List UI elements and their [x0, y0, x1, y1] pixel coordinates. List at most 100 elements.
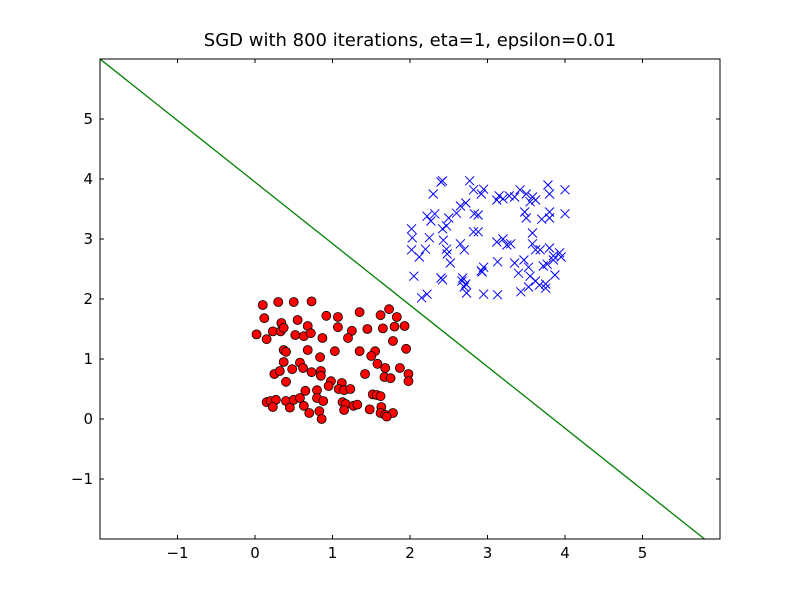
data-point-x	[455, 238, 466, 249]
data-point-circle	[333, 322, 343, 333]
data-point-x	[443, 213, 454, 223]
y-tick-label: −1	[71, 470, 93, 488]
data-point-x	[515, 286, 526, 297]
data-point-circle	[273, 297, 284, 307]
data-point-circle	[288, 297, 299, 307]
data-point-x	[459, 244, 470, 255]
data-point-circle	[321, 310, 332, 321]
data-point-x	[515, 184, 525, 195]
data-point-x	[530, 195, 541, 205]
data-point-circle	[403, 376, 414, 387]
data-point-circle	[354, 346, 365, 357]
data-point-circle	[306, 367, 317, 378]
data-point-circle	[306, 296, 317, 307]
y-tick-label: 4	[83, 170, 93, 188]
data-point-circle	[300, 385, 311, 396]
plot-content	[100, 59, 705, 539]
y-tick-label: 1	[83, 350, 93, 368]
x-tick-label: 2	[405, 544, 415, 562]
data-point-x	[502, 240, 512, 250]
data-point-x	[441, 244, 452, 255]
data-point-circle	[295, 393, 305, 403]
data-point-x	[544, 213, 555, 223]
data-point-circle	[316, 414, 327, 424]
data-point-x	[437, 223, 448, 234]
data-point-x	[498, 234, 508, 244]
data-point-circle	[362, 324, 373, 334]
data-point-x	[407, 232, 418, 243]
data-point-circle	[389, 321, 400, 332]
data-point-circle	[375, 391, 386, 402]
axis-ticks: −1 0 1 2 3 4 5 −1 0 1 2 3 4 5	[71, 59, 720, 562]
data-point-circle	[323, 381, 334, 391]
data-point-x	[422, 289, 432, 300]
data-point-x	[455, 201, 466, 211]
data-point-x	[513, 268, 524, 279]
chart-title: SGD with 800 iterations, eta=1, epsilon=…	[204, 30, 616, 51]
data-point-circle	[385, 373, 396, 384]
data-point-x	[505, 238, 516, 249]
data-point-circle	[257, 300, 268, 310]
data-point-x	[416, 292, 427, 303]
y-tick-label: 3	[83, 230, 93, 248]
data-point-x	[478, 262, 489, 273]
data-point-circle	[278, 322, 289, 333]
data-point-circle	[261, 334, 272, 345]
y-tick-label: 5	[83, 110, 93, 128]
data-point-x	[469, 208, 480, 219]
x-tick-label: 5	[638, 544, 648, 562]
data-point-x	[473, 210, 484, 220]
data-point-x	[424, 232, 435, 243]
data-point-x	[527, 238, 538, 249]
data-point-x	[457, 276, 467, 286]
plot-frame	[99, 58, 721, 540]
data-point-circle	[298, 363, 308, 373]
data-point-circle	[251, 329, 262, 340]
data-point-x	[420, 244, 431, 255]
data-point-circle	[377, 323, 388, 334]
data-point-circle	[333, 312, 343, 322]
data-point-circle	[366, 351, 377, 361]
data-point-x	[468, 226, 479, 237]
data-point-circle	[391, 312, 402, 322]
data-point-x	[445, 258, 456, 268]
data-point-x	[464, 175, 475, 186]
data-point-x	[441, 220, 452, 231]
data-point-x	[527, 228, 538, 238]
x-marker-series	[406, 175, 570, 303]
data-point-circle	[315, 370, 326, 381]
data-point-x	[460, 279, 471, 289]
data-point-x	[478, 289, 489, 300]
data-point-x	[556, 252, 566, 262]
data-point-x	[461, 288, 472, 298]
x-tick-label: 1	[328, 544, 338, 562]
data-point-x	[535, 244, 546, 255]
data-point-circle	[380, 363, 391, 373]
data-point-circle	[290, 330, 301, 340]
data-point-x	[457, 273, 468, 283]
data-point-circle	[388, 336, 398, 346]
data-point-x	[540, 279, 551, 289]
data-point-x	[498, 193, 508, 204]
data-point-circle	[304, 408, 315, 418]
data-point-x	[530, 244, 541, 255]
data-point-x	[548, 255, 559, 265]
data-point-x	[478, 184, 489, 195]
data-point-x	[426, 216, 436, 226]
data-point-circle	[259, 313, 270, 324]
data-point-circle	[305, 328, 316, 339]
data-point-circle	[375, 310, 386, 321]
data-point-x	[491, 237, 502, 247]
data-point-x	[476, 189, 487, 199]
x-tick-label: 0	[250, 544, 260, 562]
data-point-x	[519, 207, 530, 217]
data-point-circle	[360, 369, 370, 379]
data-point-x	[422, 211, 432, 222]
data-point-x	[540, 283, 551, 294]
data-point-x	[473, 226, 484, 237]
data-point-circle	[267, 402, 278, 412]
data-point-x	[409, 271, 419, 282]
data-point-x	[560, 208, 570, 219]
data-point-circle	[352, 399, 363, 410]
data-point-x	[519, 255, 529, 265]
